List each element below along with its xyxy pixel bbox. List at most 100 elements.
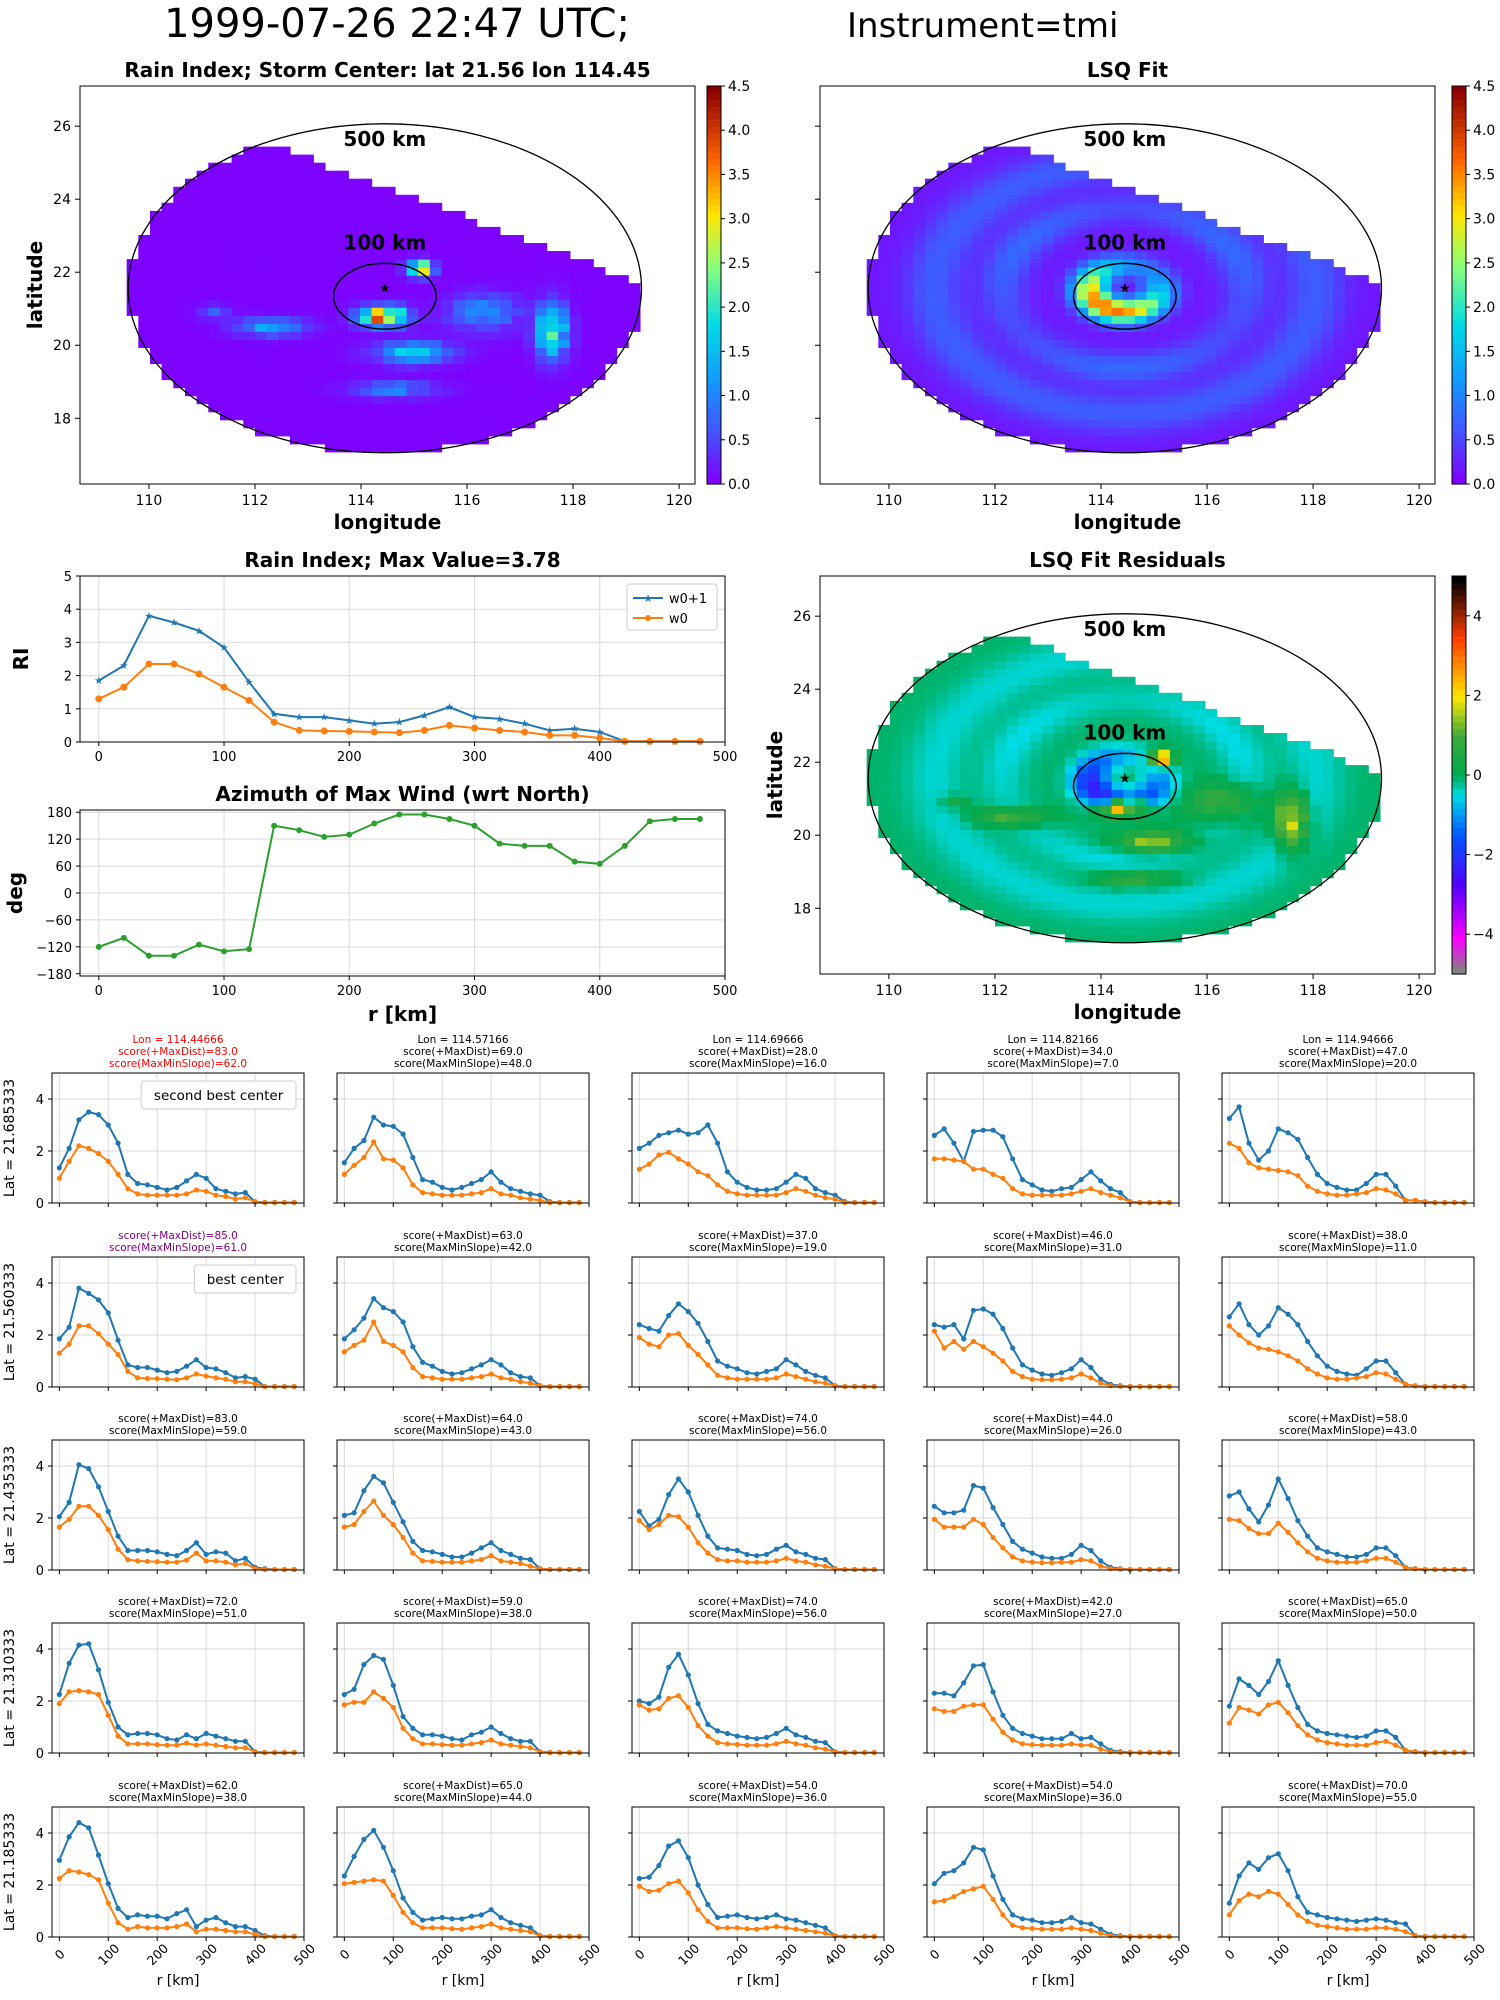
- map-cell: [208, 162, 221, 172]
- map-cell: [1263, 781, 1276, 790]
- map-cell: [208, 226, 221, 236]
- map-cell: [1099, 700, 1113, 710]
- mini-title-line: score(+MaxDist)=28.0: [698, 1046, 818, 1058]
- map-cell: [499, 379, 513, 389]
- map-cell: [1216, 315, 1229, 324]
- data-point: [576, 1566, 582, 1573]
- map-cell: [1006, 829, 1019, 838]
- map-cell: [1111, 757, 1124, 766]
- map-cell: [371, 347, 384, 356]
- colorbar-tick-label: 1.5: [728, 344, 750, 360]
- map-cell: [1053, 676, 1066, 686]
- data-point: [822, 1190, 828, 1196]
- map-cell: [948, 371, 961, 381]
- data-point: [439, 1192, 445, 1198]
- map-cell: [464, 275, 478, 284]
- map-cell: [1076, 925, 1089, 935]
- map-cell: [243, 210, 256, 220]
- map-cell: [406, 226, 419, 236]
- map-cell: [1029, 291, 1043, 300]
- map-cell: [1123, 283, 1136, 292]
- data-point: [695, 1540, 701, 1546]
- map-cell: [890, 829, 903, 838]
- map-cell: [453, 323, 466, 332]
- map-cell: [1193, 901, 1206, 911]
- map-cell: [960, 676, 973, 686]
- map-cell: [960, 371, 973, 381]
- map-cell: [1123, 813, 1136, 822]
- map-cell: [1111, 716, 1124, 726]
- map-cell: [499, 371, 513, 381]
- map-cell: [1123, 371, 1136, 381]
- map-cell: [971, 243, 984, 252]
- data-point: [66, 1145, 72, 1151]
- map-cell: [936, 363, 949, 373]
- map-cell: [1111, 676, 1124, 686]
- map-cell: [1251, 757, 1264, 766]
- map-cell: [511, 307, 524, 316]
- map-cell: [324, 210, 338, 220]
- map-cell: [1169, 210, 1183, 220]
- data-point: [346, 831, 353, 838]
- data-point: [1344, 1192, 1350, 1198]
- colorbar-swatch: [707, 125, 721, 134]
- map-cell: [1088, 339, 1101, 348]
- map-cell: [429, 395, 443, 405]
- map-cell: [1134, 861, 1148, 871]
- map-cell: [1356, 829, 1369, 838]
- map-cell: [936, 275, 949, 284]
- map-cell: [948, 845, 961, 855]
- map-cell: [476, 226, 489, 236]
- map-cell: [394, 387, 408, 397]
- map-cell: [1111, 708, 1124, 718]
- map-cell: [1076, 307, 1089, 316]
- data-point: [1461, 1199, 1467, 1206]
- data-point: [1039, 1187, 1045, 1193]
- map-cell: [429, 283, 443, 292]
- colorbar-swatch: [1452, 477, 1466, 485]
- map-cell: [464, 395, 478, 405]
- map-cell: [534, 411, 548, 421]
- map-cell: [878, 235, 891, 244]
- map-cell: [266, 154, 279, 164]
- map-cell: [913, 861, 926, 871]
- data-point: [498, 1558, 504, 1564]
- map-cell: [995, 692, 1008, 702]
- map-cell: [1146, 925, 1159, 935]
- map-cell: [593, 331, 606, 340]
- data-point: [508, 1186, 514, 1192]
- map-cell: [971, 692, 984, 702]
- map-cell: [901, 845, 914, 855]
- map-cell: [1123, 925, 1136, 935]
- map-cell: [593, 283, 606, 292]
- map-cell: [960, 387, 973, 397]
- map-cell: [1088, 186, 1101, 196]
- map-cell: [995, 235, 1008, 244]
- map-cell: [301, 291, 314, 300]
- map-cell: [1228, 283, 1241, 292]
- map-cell: [185, 259, 198, 268]
- map-cell: [1041, 893, 1054, 903]
- map-cell: [278, 347, 291, 356]
- map-cell: [488, 355, 501, 365]
- map-field: [866, 123, 1383, 454]
- map-cell: [1053, 291, 1066, 300]
- map-cell: [301, 427, 314, 437]
- map-cell: [196, 331, 209, 340]
- map-cell: [266, 419, 279, 429]
- map-cell: [1228, 371, 1241, 381]
- colorbar-swatch: [1452, 648, 1466, 657]
- map-cell: [983, 170, 996, 180]
- map-cell: [1099, 218, 1113, 228]
- map-cell: [1274, 307, 1288, 316]
- map-cell: [336, 259, 349, 268]
- map-cell: [1111, 186, 1124, 196]
- map-cell: [348, 339, 361, 348]
- map-cell: [1111, 243, 1124, 252]
- map-cell: [196, 283, 209, 292]
- colorbar-swatch: [707, 99, 721, 107]
- map-cell: [150, 299, 163, 308]
- map-cell: [1158, 243, 1171, 252]
- map-cell: [1064, 419, 1078, 429]
- map-cell: [185, 186, 198, 196]
